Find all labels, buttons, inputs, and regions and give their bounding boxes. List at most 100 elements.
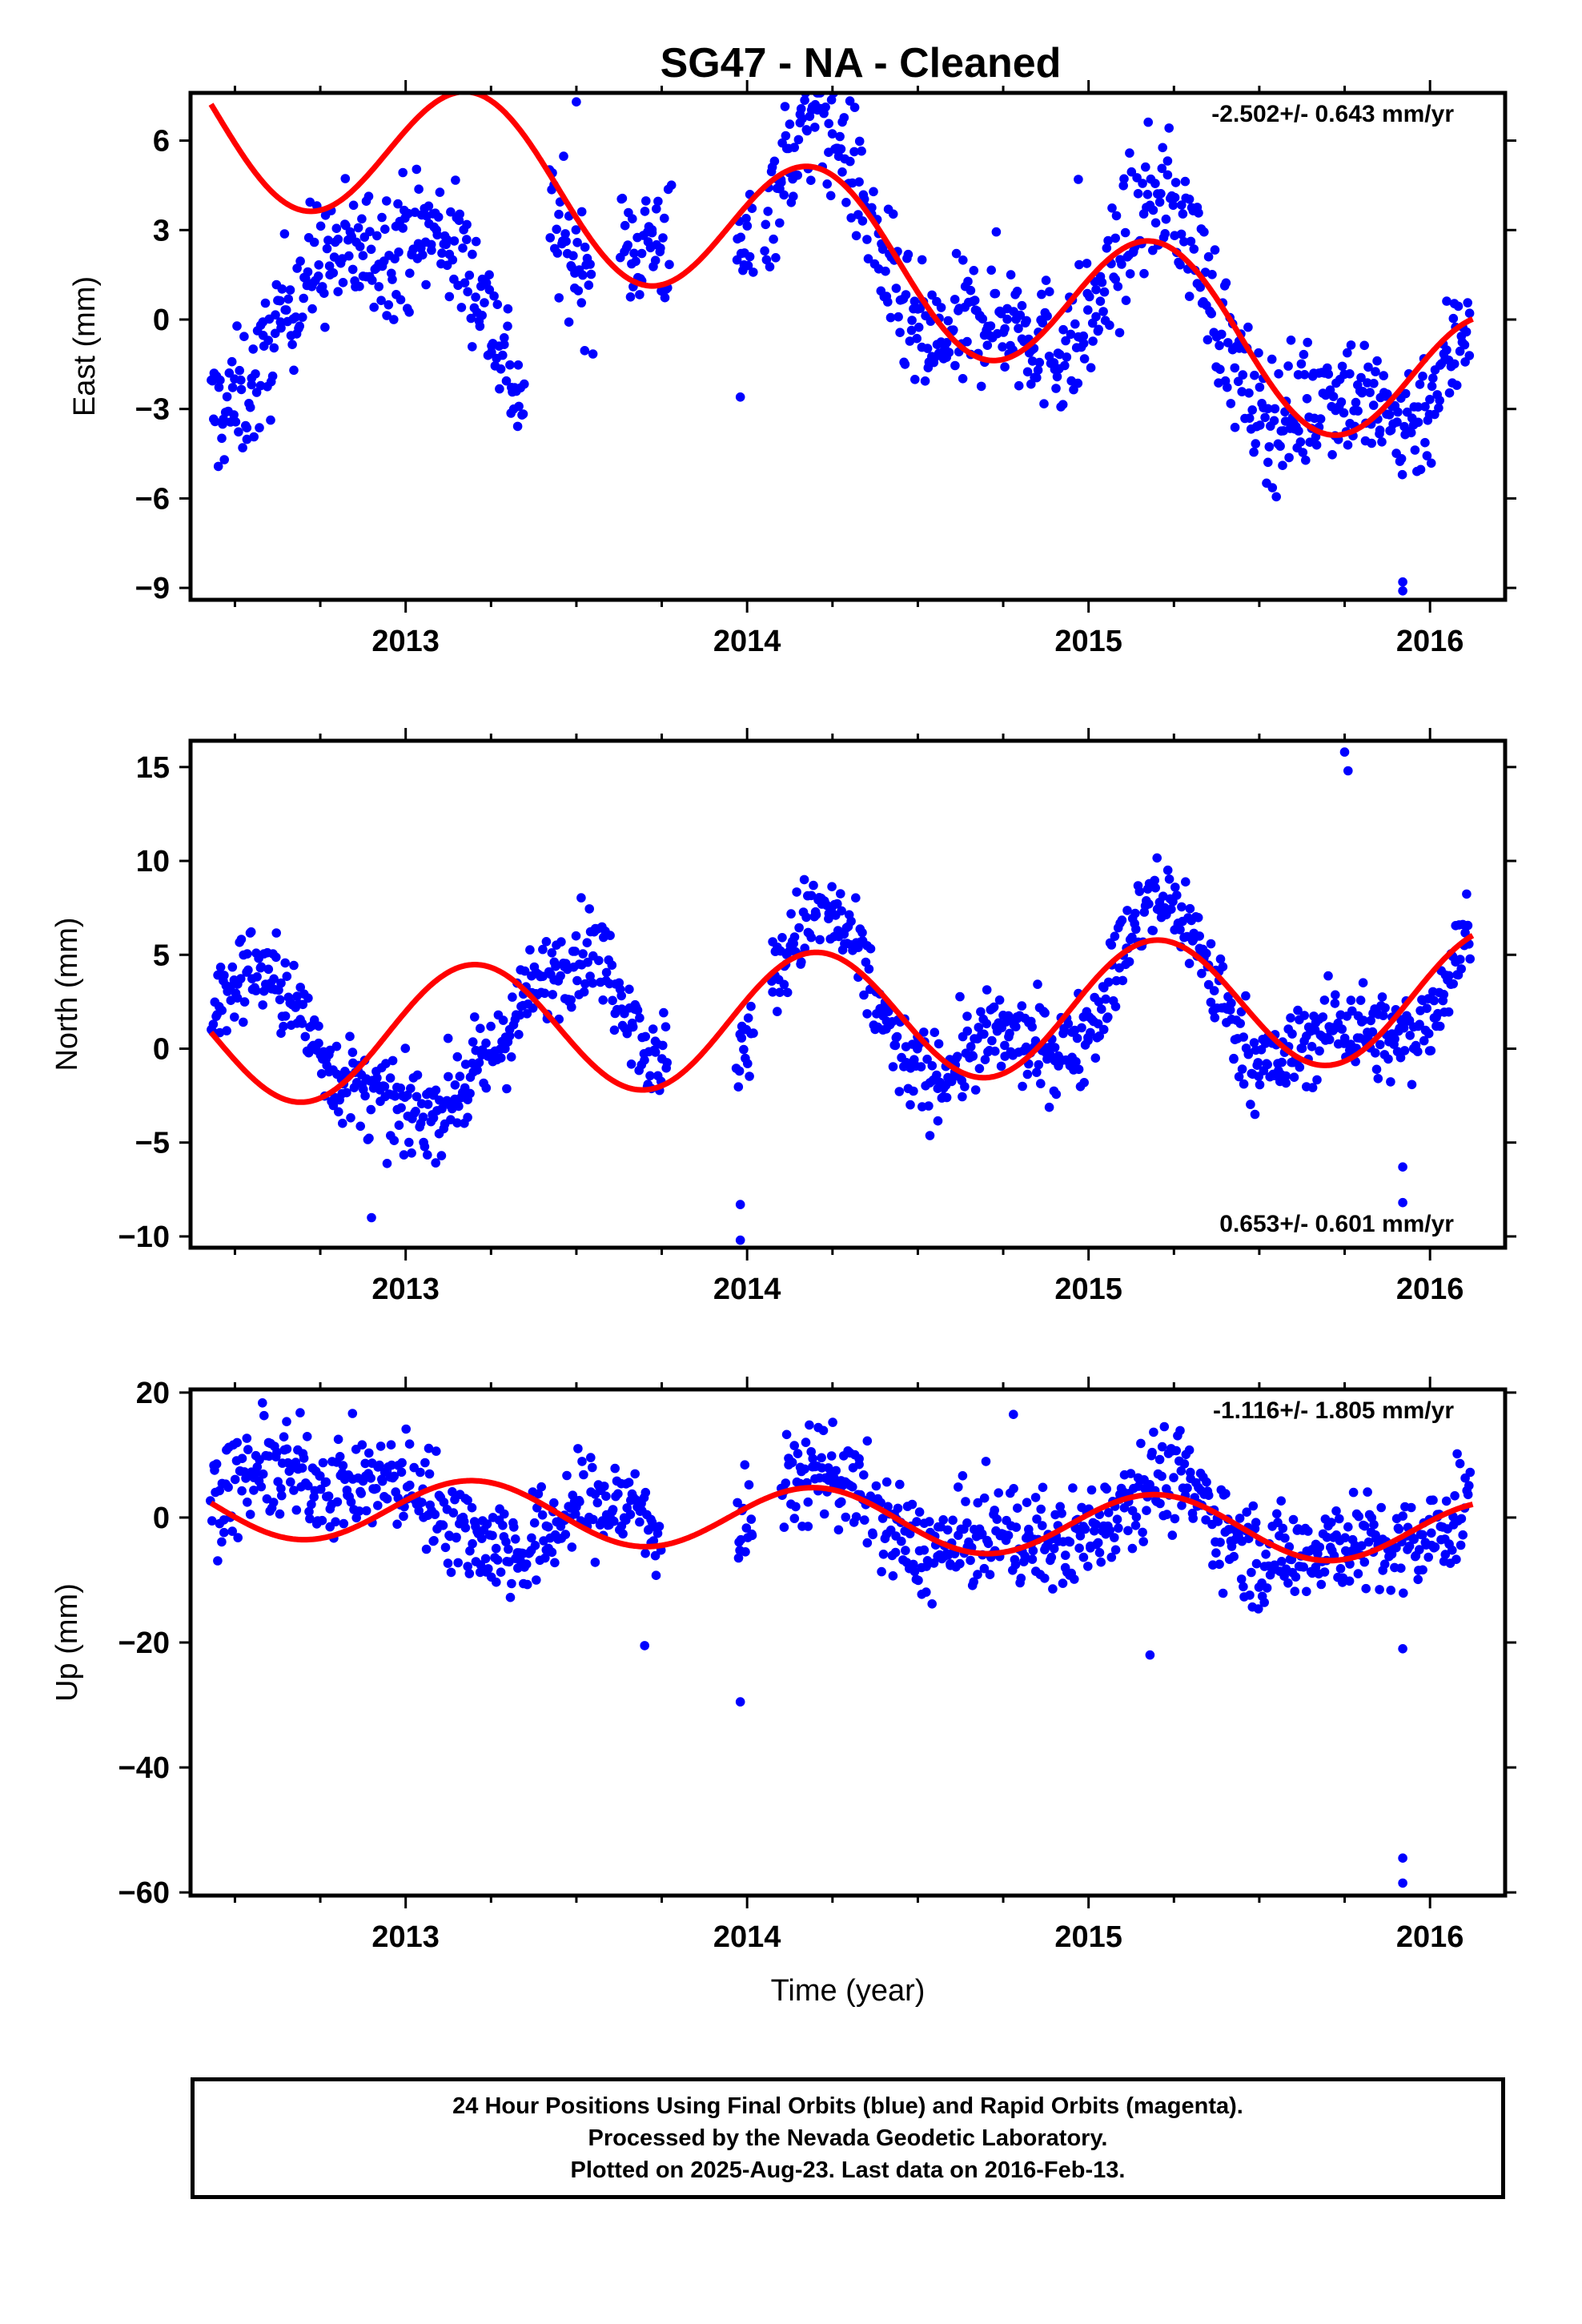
data-point bbox=[1038, 1521, 1047, 1530]
data-point bbox=[954, 1482, 963, 1492]
data-point bbox=[1283, 361, 1293, 371]
data-point bbox=[1239, 1582, 1248, 1592]
data-point bbox=[509, 1522, 519, 1532]
data-point bbox=[1150, 875, 1159, 886]
data-point bbox=[976, 1007, 986, 1017]
data-point bbox=[267, 371, 278, 381]
data-point bbox=[363, 191, 374, 201]
data-point bbox=[280, 958, 291, 968]
data-point bbox=[1294, 426, 1303, 436]
data-point bbox=[315, 1484, 326, 1494]
data-point bbox=[1032, 372, 1042, 383]
data-point bbox=[1368, 400, 1379, 410]
data-point bbox=[541, 937, 552, 947]
data-point bbox=[210, 416, 220, 427]
data-point bbox=[835, 131, 845, 142]
y-tick-label: −60 bbox=[118, 1876, 170, 1910]
data-point bbox=[1373, 1074, 1383, 1084]
outlier-point bbox=[1398, 1162, 1407, 1172]
data-point bbox=[1458, 1530, 1468, 1540]
data-point bbox=[1399, 1046, 1410, 1055]
data-point bbox=[491, 1543, 501, 1554]
data-point bbox=[1229, 1053, 1239, 1063]
data-point bbox=[616, 991, 626, 1001]
data-point bbox=[393, 199, 403, 209]
data-point bbox=[292, 263, 302, 273]
data-point bbox=[1406, 1502, 1416, 1513]
data-point bbox=[501, 376, 512, 386]
data-point bbox=[1215, 340, 1224, 351]
data-points bbox=[207, 93, 1475, 596]
outlier-point bbox=[1398, 1644, 1407, 1654]
data-point bbox=[1345, 1559, 1355, 1569]
data-point bbox=[496, 364, 506, 374]
data-point bbox=[243, 949, 252, 959]
data-point bbox=[1428, 1495, 1438, 1505]
data-point bbox=[592, 1498, 603, 1508]
data-point bbox=[1176, 229, 1186, 239]
data-point bbox=[1162, 865, 1173, 875]
data-point bbox=[827, 882, 837, 891]
data-point bbox=[890, 1040, 901, 1051]
data-point bbox=[1157, 163, 1167, 174]
data-point bbox=[357, 1440, 367, 1449]
data-point bbox=[1142, 1506, 1151, 1515]
footer-box: 24 Hour Positions Using Final Orbits (bl… bbox=[191, 2077, 1505, 2199]
data-point bbox=[905, 1100, 915, 1110]
data-point bbox=[1209, 986, 1219, 995]
data-point bbox=[1079, 354, 1090, 364]
data-point bbox=[1078, 339, 1089, 348]
outlier-point bbox=[1398, 586, 1407, 596]
data-point bbox=[579, 1470, 588, 1480]
data-point bbox=[851, 893, 861, 903]
outlier-point bbox=[367, 1212, 376, 1223]
data-point bbox=[857, 146, 866, 156]
data-point bbox=[1260, 412, 1270, 423]
x-tick-label: 2016 bbox=[1396, 625, 1464, 658]
data-point bbox=[970, 1085, 981, 1095]
data-point bbox=[242, 1433, 252, 1443]
data-point bbox=[396, 1467, 407, 1478]
data-point bbox=[444, 1072, 453, 1082]
data-point bbox=[1366, 1015, 1375, 1026]
data-point bbox=[1404, 1541, 1415, 1551]
data-point bbox=[585, 259, 595, 269]
y-tick-label: −3 bbox=[135, 393, 170, 427]
data-point bbox=[1298, 448, 1308, 457]
data-point bbox=[1293, 1005, 1303, 1015]
data-point bbox=[1283, 1578, 1293, 1588]
data-point bbox=[779, 1522, 789, 1532]
data-point bbox=[1123, 1526, 1133, 1536]
data-point bbox=[396, 1103, 406, 1113]
data-point bbox=[1397, 469, 1407, 480]
data-point bbox=[1452, 380, 1462, 390]
data-point bbox=[1243, 1047, 1254, 1058]
data-point bbox=[208, 1019, 219, 1029]
data-point bbox=[1452, 1449, 1462, 1459]
data-point bbox=[819, 1509, 829, 1519]
data-point bbox=[545, 233, 555, 243]
data-point bbox=[279, 1432, 289, 1441]
data-point bbox=[625, 292, 636, 302]
data-point bbox=[462, 219, 472, 230]
data-point bbox=[1288, 1514, 1299, 1525]
y-tick-label: −40 bbox=[118, 1751, 170, 1785]
data-point bbox=[1261, 1550, 1271, 1559]
data-point bbox=[1028, 1546, 1038, 1556]
data-point bbox=[347, 264, 358, 275]
data-point bbox=[1418, 372, 1427, 381]
data-point bbox=[279, 1021, 288, 1031]
data-point bbox=[486, 1021, 496, 1031]
data-point bbox=[826, 94, 837, 105]
data-point bbox=[217, 433, 227, 444]
data-point bbox=[1203, 335, 1213, 345]
data-point bbox=[825, 191, 836, 201]
data-point bbox=[1427, 1528, 1436, 1538]
data-point bbox=[789, 143, 799, 152]
data-point bbox=[1206, 939, 1216, 949]
data-point bbox=[298, 999, 308, 1010]
data-point bbox=[1206, 997, 1216, 1007]
data-point bbox=[394, 247, 404, 257]
data-point bbox=[213, 461, 223, 472]
data-point bbox=[743, 1013, 753, 1023]
